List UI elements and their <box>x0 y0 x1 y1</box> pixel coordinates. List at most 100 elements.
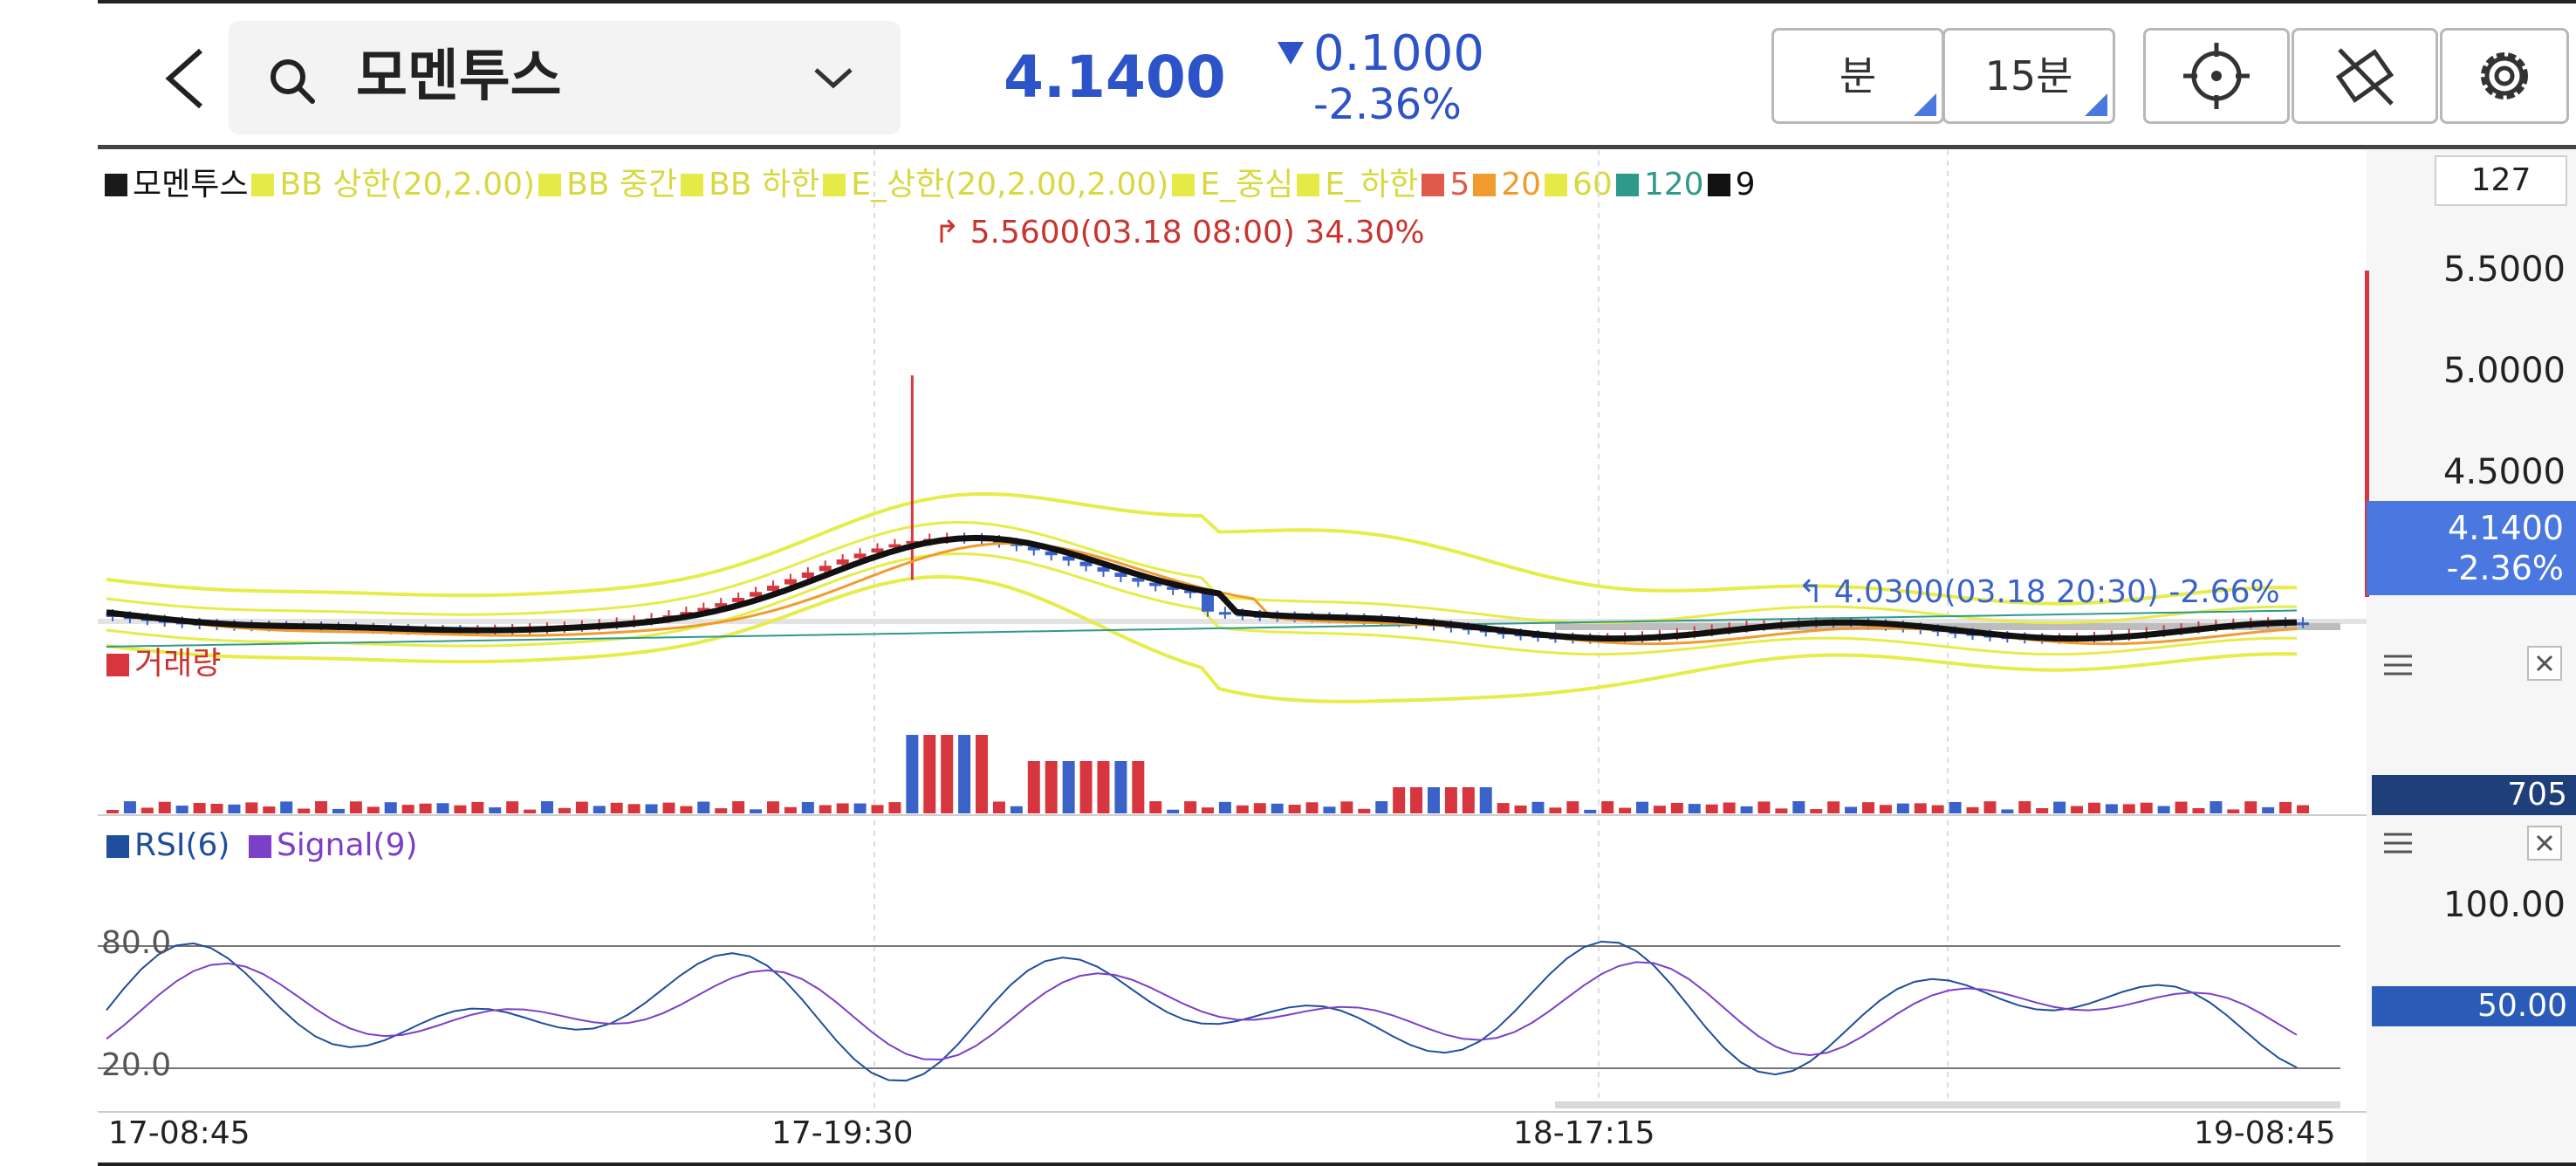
rsi-value-tag: 50.00 <box>2372 986 2576 1026</box>
legend-item[interactable]: E_상한(20,2.00,2.00) <box>823 166 1168 202</box>
legend-item[interactable]: 9 <box>1707 166 1755 202</box>
legend-item[interactable]: 120 <box>1615 166 1704 202</box>
volume-bar <box>263 806 276 813</box>
drawing-tools-button[interactable] <box>2292 28 2438 124</box>
candle-body <box>1167 586 1180 590</box>
candle-body <box>680 612 693 615</box>
x-axis-label: 17-19:30 <box>771 1115 914 1151</box>
legend-item[interactable]: 5 <box>1422 166 1470 202</box>
stock-name[interactable]: 모멘투스 <box>356 45 562 109</box>
legend-swatch <box>1297 173 1320 196</box>
volume-bar <box>367 806 380 813</box>
legend-swatch <box>1473 173 1497 196</box>
legend-label: E_상한(20,2.00,2.00) <box>851 166 1169 202</box>
rsi-axis-top-label: 100.00 <box>2443 885 2566 925</box>
volume-bar <box>349 801 362 813</box>
volume-bar <box>1045 761 1058 813</box>
volume-bar <box>245 802 258 813</box>
volume-bar <box>489 807 502 813</box>
legend-item[interactable]: BB 상한(20,2.00) <box>251 166 535 202</box>
volume-bar <box>1149 801 1162 813</box>
volume-bar <box>836 803 849 813</box>
unit-button[interactable]: 분 <box>1771 28 1944 124</box>
volume-bar <box>2262 806 2275 813</box>
rsi-panel-title: RSI(6) Signal(9) <box>106 824 418 868</box>
volume-bar <box>158 801 171 813</box>
price-change-amount: 0.1000 <box>1313 25 1484 82</box>
volume-bar <box>2105 804 2118 813</box>
legend-label: 120 <box>1643 166 1704 202</box>
volume-bar <box>1514 805 1527 813</box>
volume-bar <box>1723 802 1736 813</box>
y-tick-label: 5.5000 <box>2443 250 2566 290</box>
candle-body <box>1202 593 1214 612</box>
legend-swatch <box>105 173 127 196</box>
bb-upper-line <box>106 492 2298 606</box>
candle-body <box>1097 566 1110 572</box>
candle-body <box>853 553 867 559</box>
visible-count-box[interactable]: 127 <box>2435 155 2567 206</box>
volume-bar <box>715 808 728 813</box>
volume-bar <box>992 801 1005 813</box>
crosshair-button[interactable] <box>2143 28 2290 124</box>
gear-icon <box>2481 52 2528 99</box>
volume-bar <box>1323 806 1336 813</box>
candle-body <box>836 559 849 565</box>
volume-bar <box>1931 805 1944 813</box>
candle-body <box>1027 546 1040 551</box>
menu-icon[interactable] <box>2381 651 2415 679</box>
candle-body <box>1062 556 1075 561</box>
volume-bar <box>506 801 519 813</box>
volume-bar <box>1740 806 1753 813</box>
settings-button[interactable] <box>2440 28 2569 124</box>
candle-body <box>1218 612 1231 615</box>
stock-search-box[interactable] <box>229 21 901 134</box>
volume-bar <box>645 804 658 813</box>
close-icon[interactable] <box>2527 646 2562 681</box>
volume-bar <box>1010 806 1023 813</box>
candle-body <box>888 544 901 548</box>
volume-bar <box>1636 801 1649 813</box>
close-icon[interactable] <box>2527 826 2562 861</box>
legend-label: 60 <box>1572 166 1613 202</box>
chevron-down-icon[interactable] <box>807 61 860 96</box>
volume-bar <box>976 735 989 813</box>
volume-bar <box>853 803 867 813</box>
volume-bar <box>2071 806 2084 813</box>
legend-item[interactable]: BB 하한 <box>681 166 819 202</box>
candle-body <box>750 592 763 597</box>
legend-item[interactable]: 모멘투스 <box>105 166 248 202</box>
legend-item[interactable]: E_하한 <box>1297 166 1418 202</box>
back-icon <box>165 48 202 109</box>
legend-item[interactable]: 60 <box>1545 166 1613 202</box>
menu-icon[interactable] <box>2381 829 2415 857</box>
volume-bar <box>228 804 241 813</box>
corner-triangle-icon <box>1914 93 1936 116</box>
volume-bar <box>454 805 467 813</box>
signal-title-label: Signal(9) <box>276 827 418 863</box>
current-price-tag: 4.1400 -2.36% <box>2367 501 2576 595</box>
chart-legend[interactable]: 모멘투스 BB 상한(20,2.00) BB 중간 BB 하한 E_상한(20,2.00… <box>105 159 1758 209</box>
legend-label: E_중심 <box>1200 166 1294 202</box>
legend-label: E_하한 <box>1325 166 1419 202</box>
volume-bar <box>541 801 554 813</box>
legend-swatch <box>1615 173 1639 196</box>
period-button[interactable]: 15분 <box>1942 28 2115 124</box>
volume-bar <box>888 802 901 813</box>
volume-title-label: 거래량 <box>134 646 222 682</box>
legend-item[interactable]: BB 중간 <box>538 166 677 202</box>
candle-body <box>697 607 710 612</box>
volume-bar <box>1949 801 1962 813</box>
ma120-line <box>106 609 2298 648</box>
legend-item[interactable]: E_중심 <box>1172 166 1293 202</box>
volume-bar <box>193 803 206 813</box>
legend-swatch <box>681 173 704 196</box>
volume-bar <box>2087 802 2100 813</box>
search-icon[interactable] <box>262 51 323 112</box>
volume-bar <box>1653 806 1666 813</box>
legend-item[interactable]: 20 <box>1473 166 1541 202</box>
back-button[interactable] <box>148 35 218 122</box>
candlestick-chart[interactable] <box>98 150 2367 1163</box>
volume-bar <box>2018 801 2031 813</box>
draw-off-icon <box>2335 48 2394 106</box>
